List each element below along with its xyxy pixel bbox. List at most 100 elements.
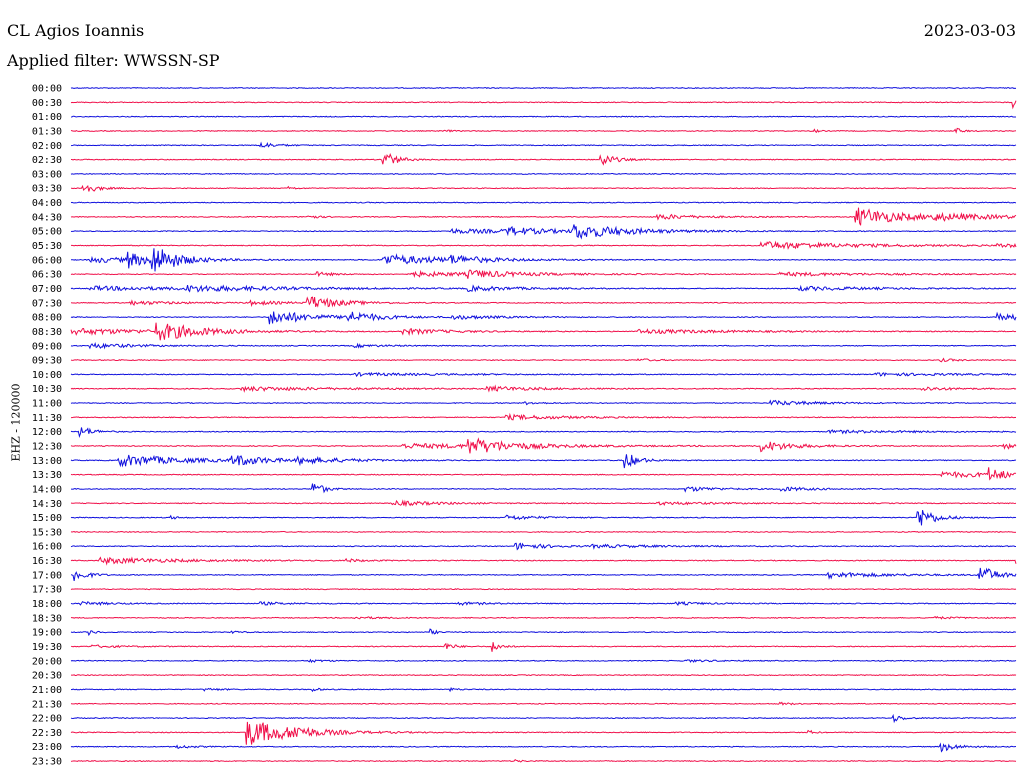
trace-line — [70, 483, 1017, 494]
time-tick-label: 07:00 — [32, 284, 62, 295]
trace-line — [70, 412, 1017, 421]
trace-line — [70, 284, 1017, 293]
trace-line — [70, 567, 1017, 581]
trace-line — [70, 437, 1017, 454]
trace-line — [70, 588, 1017, 591]
trace-line — [70, 371, 1017, 378]
time-tick-label: 15:30 — [32, 527, 62, 538]
time-tick-label: 12:30 — [32, 442, 62, 453]
time-tick-label: 18:30 — [32, 613, 62, 624]
time-tick-label: 14:00 — [32, 484, 62, 495]
time-tick-label: 19:30 — [32, 642, 62, 653]
time-tick-label: 07:30 — [32, 298, 62, 309]
time-tick-label: 15:00 — [32, 513, 62, 524]
trace-line — [70, 342, 1017, 350]
trace-line — [70, 184, 1017, 192]
filter-label: Applied filter: WWSSN-SP — [7, 51, 220, 70]
time-tick-label: 04:00 — [32, 198, 62, 209]
trace-line — [70, 240, 1017, 250]
trace-line — [70, 454, 1017, 469]
trace-line — [70, 269, 1017, 279]
time-tick-label: 08:00 — [32, 313, 62, 324]
trace-line — [70, 742, 1017, 753]
time-tick-label: 02:30 — [32, 155, 62, 166]
time-tick-label: 03:00 — [32, 169, 62, 180]
trace-line — [70, 674, 1017, 677]
time-tick-label: 09:30 — [32, 356, 62, 367]
trace-line — [70, 721, 1017, 745]
trace-line — [70, 713, 1017, 724]
date-label: 2023-03-03 — [923, 21, 1016, 40]
time-tick-label: 06:30 — [32, 270, 62, 281]
time-tick-label: 20:00 — [32, 656, 62, 667]
trace-line — [70, 224, 1017, 240]
time-tick-label: 23:00 — [32, 742, 62, 753]
time-tick-label: 00:30 — [32, 98, 62, 109]
trace-line — [70, 311, 1017, 325]
time-tick-label: 12:00 — [32, 427, 62, 438]
trace-line — [70, 600, 1017, 607]
trace-line — [70, 542, 1017, 551]
trace-line — [70, 510, 1017, 526]
trace-line — [70, 86, 1017, 90]
time-tick-label: 10:00 — [32, 370, 62, 381]
time-tick-label: 17:30 — [32, 585, 62, 596]
trace-line — [70, 615, 1017, 620]
time-tick-label: 02:00 — [32, 141, 62, 152]
time-tick-label: 11:00 — [32, 399, 62, 410]
time-tick-label: 13:00 — [32, 456, 62, 467]
time-tick-label: 18:00 — [32, 599, 62, 610]
time-tick-label: 22:30 — [32, 728, 62, 739]
trace-line — [70, 207, 1017, 226]
time-tick-label: 10:30 — [32, 384, 62, 395]
time-tick-label: 01:30 — [32, 126, 62, 137]
trace-line — [70, 467, 1017, 481]
time-tick-label: 11:30 — [32, 413, 62, 424]
trace-line — [70, 248, 1017, 272]
trace-line — [70, 701, 1016, 706]
trace-line — [70, 628, 1017, 637]
time-tick-label: 01:00 — [32, 112, 62, 123]
time-tick-label: 23:30 — [32, 757, 62, 768]
trace-line — [70, 141, 1017, 148]
trace-line — [70, 127, 1017, 134]
trace-line — [70, 530, 1017, 533]
trace-line — [70, 556, 1017, 566]
time-tick-label: 00:00 — [32, 84, 62, 95]
time-tick-label: 16:30 — [32, 556, 62, 567]
time-tick-label: 05:00 — [32, 227, 62, 238]
time-tick-label: 19:00 — [32, 628, 62, 639]
time-tick-label: 17:00 — [32, 570, 62, 581]
time-tick-label: 05:30 — [32, 241, 62, 252]
trace-line — [70, 100, 1017, 110]
time-tick-label: 16:00 — [32, 542, 62, 553]
trace-line — [70, 427, 1017, 439]
trace-line — [70, 642, 1017, 652]
trace-line — [70, 658, 1017, 664]
trace-line — [70, 201, 1017, 204]
time-tick-label: 21:00 — [32, 685, 62, 696]
time-tick-label: 04:30 — [32, 212, 62, 223]
station-title: CL Agios Ioannis — [7, 21, 145, 40]
trace-line — [70, 357, 1017, 363]
time-tick-label: 06:00 — [32, 255, 62, 266]
trace-line — [70, 399, 1017, 406]
time-tick-label: 22:00 — [32, 714, 62, 725]
time-tick-label: 03:30 — [32, 184, 62, 195]
trace-line — [70, 172, 1017, 175]
time-tick-label: 08:30 — [32, 327, 62, 338]
trace-line — [70, 686, 1017, 693]
time-tick-label: 14:30 — [32, 499, 62, 510]
trace-line — [70, 499, 1017, 508]
time-tick-label: 20:30 — [32, 671, 62, 682]
time-tick-label: 13:30 — [32, 470, 62, 481]
trace-line — [70, 759, 1017, 763]
time-tick-label: 09:00 — [32, 341, 62, 352]
trace-line — [70, 322, 1017, 341]
trace-line — [70, 384, 1017, 393]
trace-line — [70, 115, 1017, 118]
time-tick-label: 21:30 — [32, 699, 62, 710]
trace-line — [70, 153, 1017, 166]
trace-line — [70, 296, 1017, 308]
